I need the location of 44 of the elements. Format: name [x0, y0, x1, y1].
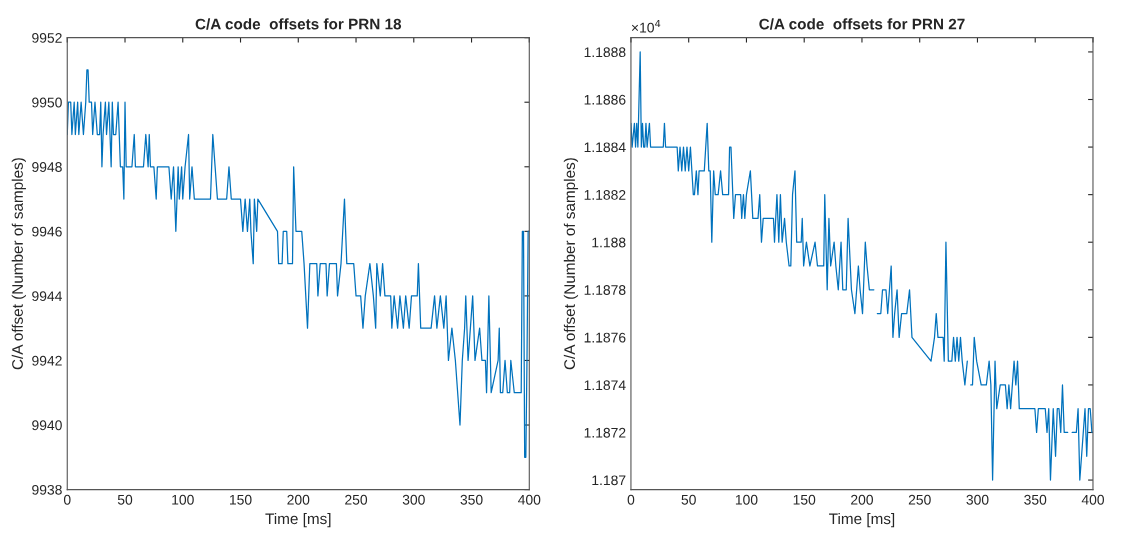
chart-title: C/A code offsets for PRN 18: [195, 18, 402, 30]
y-tick-label: 1.1874: [584, 380, 626, 391]
y-tick-label: 9938: [32, 484, 62, 495]
y-tick-label: 1.1876: [584, 332, 626, 343]
x-tick-label: 350: [460, 494, 483, 505]
x-axis-title: Time [ms]: [829, 512, 895, 528]
y-tick-label: 9946: [32, 226, 62, 237]
y-tick-label: 1.187: [592, 475, 626, 486]
x-tick-label: 400: [518, 494, 541, 505]
x-tick-label: 100: [172, 494, 194, 505]
x-tick-label: 150: [793, 494, 816, 505]
x-tick-label: 300: [966, 494, 989, 505]
y-tick-label: 9940: [32, 420, 62, 431]
y-tick-label: 1.1886: [584, 94, 626, 105]
y-tick-label: 9948: [32, 162, 62, 172]
x-tick-label: 0: [627, 494, 635, 505]
y-tick-label: 1.1882: [584, 189, 626, 200]
y-tick-label: 9950: [32, 97, 62, 108]
y-axis-title: C/A offset (Number of samples): [563, 158, 579, 370]
line-series: [67, 69, 530, 458]
x-tick-label: 100: [735, 494, 758, 505]
x-axis-title: Time [ms]: [265, 512, 331, 528]
x-tick-label: 50: [681, 494, 696, 505]
text: ×10$^{4}$: [631, 20, 661, 33]
x-tick-label: 0: [63, 494, 71, 505]
y-tick-label: 1.1888: [584, 47, 626, 58]
y-tick-label: 9952: [32, 32, 62, 43]
x-tick-label: 50: [117, 494, 133, 505]
y-axis-title: C/A offset (Number of samples): [11, 158, 26, 370]
y-tick-label: 1.1884: [584, 142, 626, 153]
x-tick-label: 200: [287, 494, 310, 505]
x-tick-label: 250: [908, 494, 931, 505]
x-tick-label: 300: [402, 494, 425, 505]
y-tick-label: 1.1872: [584, 427, 626, 438]
x-tick-label: 400: [1081, 494, 1105, 505]
x-tick-label: 250: [345, 494, 368, 505]
y-tick-label: 1.188: [592, 237, 626, 248]
chart-title: C/A code offsets for PRN 27: [759, 18, 965, 30]
x-tick-label: 200: [851, 494, 873, 505]
y-tick-label: 1.1878: [584, 285, 626, 295]
x-tick-label: 350: [1024, 494, 1047, 505]
y-tick-label: 9942: [32, 355, 62, 366]
x-tick-label: 150: [230, 494, 252, 505]
y-tick-label: 9944: [32, 291, 62, 302]
